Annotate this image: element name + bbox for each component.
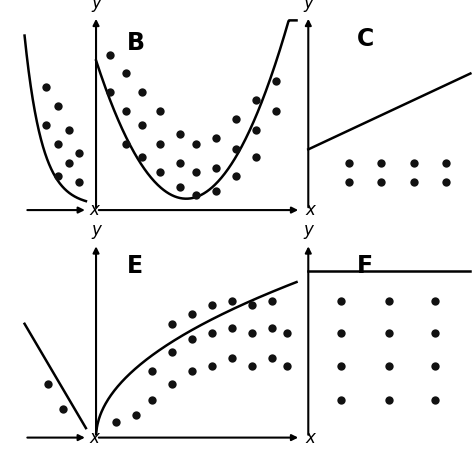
Text: x: x bbox=[90, 428, 100, 447]
Text: E: E bbox=[127, 255, 143, 278]
Text: y: y bbox=[91, 221, 101, 239]
Text: x: x bbox=[90, 201, 100, 219]
Text: x: x bbox=[305, 201, 315, 219]
Text: F: F bbox=[357, 255, 373, 278]
Text: y: y bbox=[303, 0, 313, 12]
Text: C: C bbox=[357, 27, 374, 51]
Text: B: B bbox=[127, 31, 145, 55]
Text: y: y bbox=[91, 0, 101, 12]
Text: x: x bbox=[305, 428, 315, 447]
Text: y: y bbox=[303, 221, 313, 239]
